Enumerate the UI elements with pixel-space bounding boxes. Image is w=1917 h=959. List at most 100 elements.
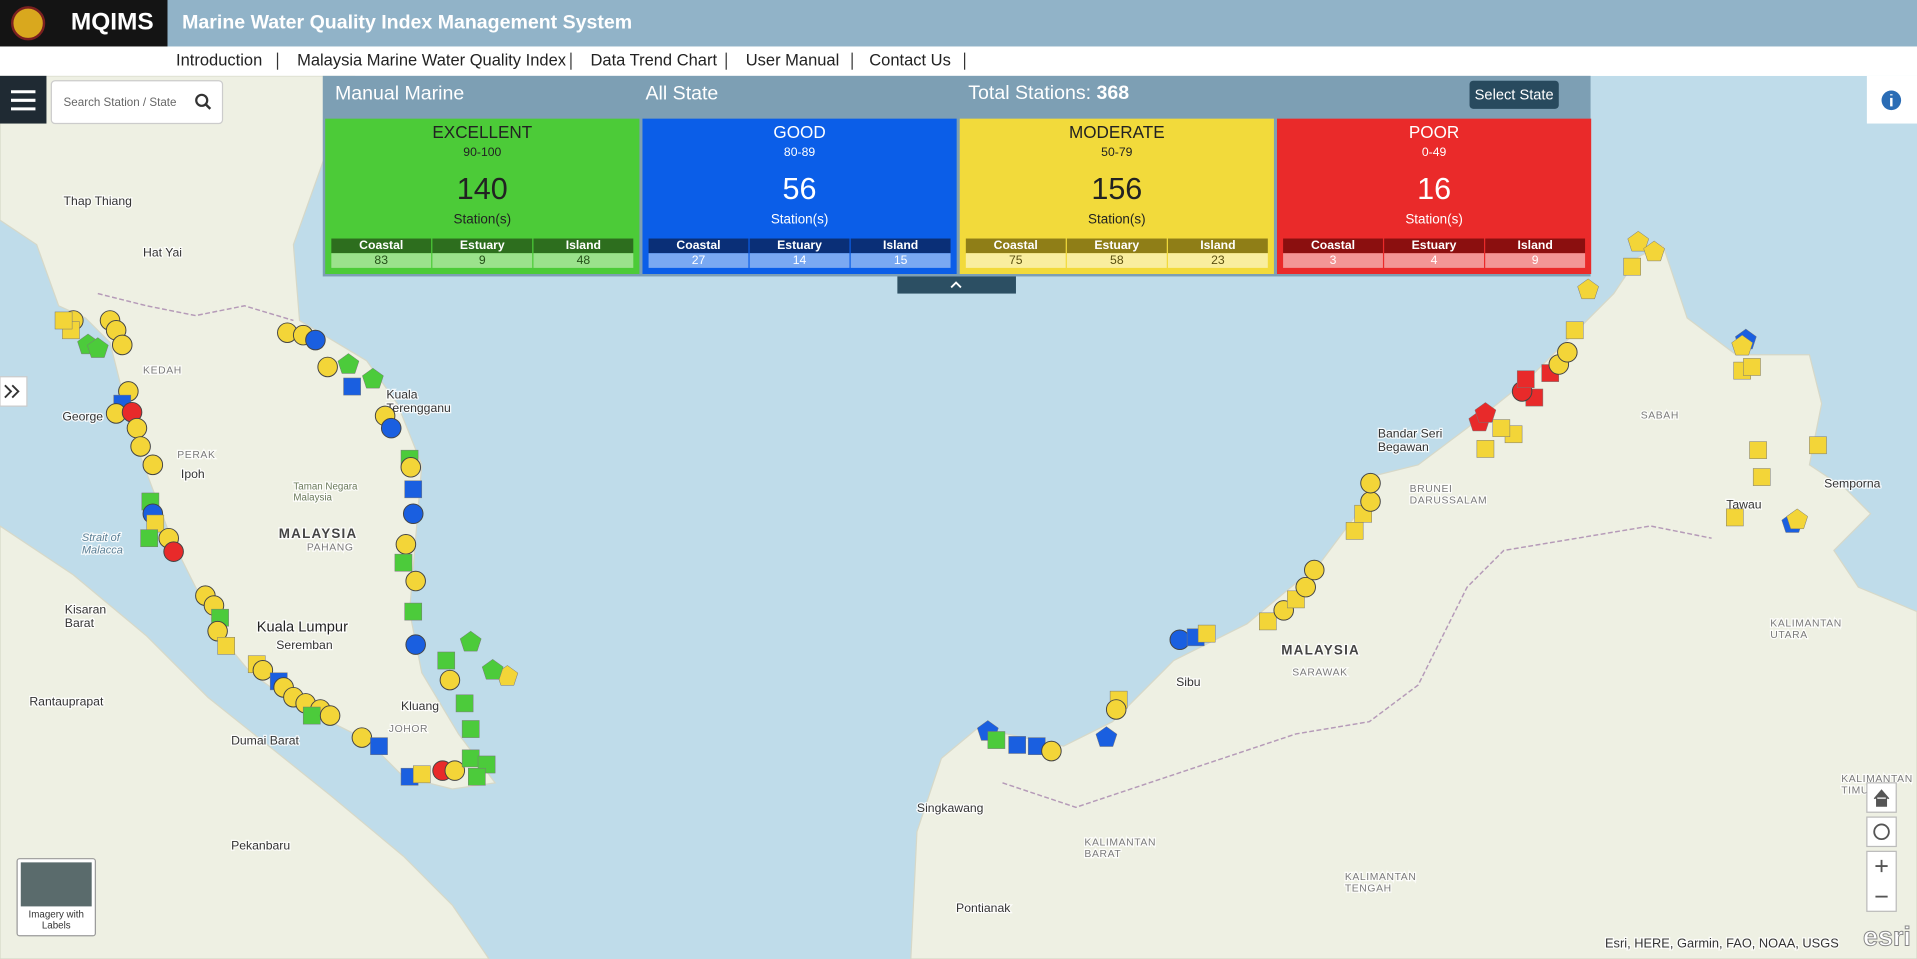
station-marker[interactable] bbox=[1105, 699, 1127, 720]
station-marker[interactable] bbox=[305, 329, 326, 351]
station-marker[interactable] bbox=[370, 737, 388, 755]
station-marker[interactable] bbox=[1360, 472, 1381, 494]
station-marker[interactable] bbox=[1197, 624, 1216, 643]
breakdown-header bbox=[533, 238, 634, 254]
station-marker[interactable] bbox=[1786, 508, 1808, 530]
station-marker[interactable] bbox=[343, 377, 361, 396]
border bbox=[1002, 525, 1712, 809]
breakdown-cell bbox=[533, 253, 634, 268]
station-marker[interactable] bbox=[405, 570, 426, 592]
station-marker[interactable] bbox=[1752, 468, 1771, 486]
station-marker[interactable] bbox=[1809, 436, 1827, 455]
station-marker[interactable] bbox=[400, 456, 422, 478]
station-marker[interactable] bbox=[111, 334, 133, 356]
breakdown-value: 14 bbox=[793, 253, 807, 267]
expand-tab[interactable] bbox=[0, 376, 28, 407]
station-marker[interactable] bbox=[405, 634, 426, 655]
station-marker[interactable] bbox=[402, 503, 424, 525]
station-marker[interactable] bbox=[1565, 321, 1584, 340]
station-marker[interactable] bbox=[140, 529, 158, 548]
station-marker[interactable] bbox=[252, 660, 274, 681]
breakdown-value: 9 bbox=[1532, 253, 1539, 267]
station-marker[interactable] bbox=[1295, 576, 1316, 598]
station-marker[interactable] bbox=[468, 767, 486, 786]
total-label: Total Stations: bbox=[968, 82, 1091, 104]
nav-item[interactable]: Malaysia Marine Water Quality Index bbox=[297, 52, 567, 70]
select-state-button[interactable] bbox=[1469, 80, 1559, 109]
station-marker[interactable] bbox=[302, 706, 321, 725]
nav-item[interactable]: Contact Us bbox=[869, 52, 951, 70]
basemap-label: Labels bbox=[42, 921, 71, 932]
nav-item[interactable]: Introduction bbox=[176, 52, 262, 70]
nav-item[interactable]: Data Trend Chart bbox=[591, 52, 718, 70]
breakdown-header bbox=[749, 238, 850, 254]
station-marker[interactable] bbox=[163, 541, 184, 562]
basemap-label: Imagery with bbox=[29, 910, 84, 921]
station-marker[interactable] bbox=[351, 727, 373, 748]
station-marker[interactable] bbox=[142, 454, 164, 476]
card-unit: Station(s) bbox=[1088, 212, 1146, 227]
station-marker[interactable] bbox=[459, 630, 482, 652]
station-marker[interactable] bbox=[1169, 629, 1191, 651]
station-marker[interactable] bbox=[1627, 230, 1650, 252]
station-marker[interactable] bbox=[1516, 370, 1535, 389]
collapse-tab[interactable] bbox=[897, 276, 1016, 294]
station-marker[interactable] bbox=[395, 534, 417, 555]
station-marker[interactable] bbox=[1577, 278, 1599, 300]
card-range: 80-89 bbox=[784, 145, 815, 159]
locate-button[interactable] bbox=[1866, 816, 1897, 848]
station-marker[interactable] bbox=[1360, 491, 1381, 512]
station-marker[interactable] bbox=[126, 417, 148, 439]
search-icon[interactable] bbox=[195, 93, 209, 107]
station-marker[interactable] bbox=[404, 602, 423, 621]
station-marker[interactable] bbox=[439, 669, 461, 691]
station-marker[interactable] bbox=[1041, 740, 1062, 762]
station-marker[interactable] bbox=[1623, 257, 1641, 276]
station-marker[interactable] bbox=[1476, 440, 1495, 458]
station-marker[interactable] bbox=[1008, 736, 1026, 754]
station-marker[interactable] bbox=[461, 720, 480, 738]
station-marker[interactable] bbox=[317, 356, 338, 378]
station-marker[interactable] bbox=[380, 417, 402, 439]
station-marker[interactable] bbox=[337, 353, 360, 374]
search-box[interactable] bbox=[50, 80, 224, 125]
station-marker[interactable] bbox=[1474, 402, 1497, 423]
station-marker[interactable] bbox=[444, 760, 466, 781]
station-marker[interactable] bbox=[437, 651, 456, 670]
nav-item[interactable]: User Manual bbox=[746, 52, 840, 70]
station-marker[interactable] bbox=[987, 731, 1006, 749]
station-marker[interactable] bbox=[1731, 334, 1753, 356]
station-marker[interactable] bbox=[1743, 358, 1761, 376]
station-marker[interactable] bbox=[1095, 726, 1118, 747]
station-marker[interactable] bbox=[217, 637, 235, 655]
station-marker[interactable] bbox=[1345, 522, 1364, 540]
zoom-in[interactable] bbox=[1875, 859, 1888, 873]
station-marker[interactable] bbox=[1304, 559, 1325, 581]
station-marker[interactable] bbox=[1557, 342, 1578, 363]
station-marker[interactable] bbox=[1492, 419, 1511, 437]
station-marker[interactable] bbox=[87, 337, 109, 358]
station-marker[interactable] bbox=[1643, 240, 1665, 262]
map-label: Taman Negara bbox=[293, 481, 358, 492]
logo-text[interactable]: MQIMS bbox=[71, 9, 154, 36]
breakdown-header bbox=[1485, 238, 1586, 254]
station-marker[interactable] bbox=[1749, 441, 1767, 459]
station-marker[interactable] bbox=[54, 311, 73, 330]
station-marker[interactable] bbox=[412, 765, 431, 784]
station-marker[interactable] bbox=[319, 705, 341, 726]
breakdown-label: Island bbox=[1517, 238, 1552, 252]
station-marker[interactable] bbox=[1259, 612, 1277, 631]
station-marker[interactable] bbox=[1726, 508, 1744, 527]
station-marker[interactable] bbox=[461, 749, 480, 768]
station-marker[interactable] bbox=[130, 436, 151, 457]
map-label: SABAH bbox=[1641, 411, 1679, 422]
station-marker[interactable] bbox=[404, 480, 423, 499]
esri-logo[interactable]: esri bbox=[1863, 921, 1912, 952]
station-marker[interactable] bbox=[455, 694, 474, 713]
select-state-text[interactable]: Select State bbox=[1475, 87, 1554, 103]
station-marker[interactable] bbox=[362, 367, 384, 389]
map-label: Kisaran bbox=[65, 603, 106, 617]
station-marker[interactable] bbox=[481, 659, 504, 680]
station-marker[interactable] bbox=[394, 553, 413, 572]
breakdown-header bbox=[965, 238, 1066, 254]
